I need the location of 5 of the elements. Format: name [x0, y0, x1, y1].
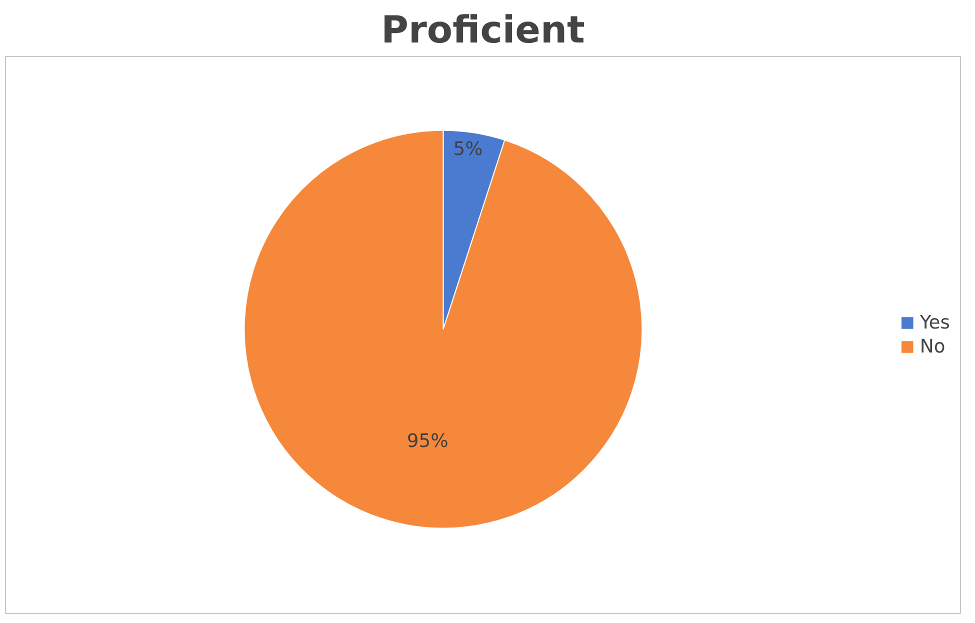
legend-label: Yes	[920, 312, 950, 333]
data-label: 5%	[453, 139, 483, 160]
data-label: 95%	[406, 431, 448, 452]
legend-label: No	[920, 336, 946, 357]
chart-title: Proficient	[381, 8, 585, 52]
